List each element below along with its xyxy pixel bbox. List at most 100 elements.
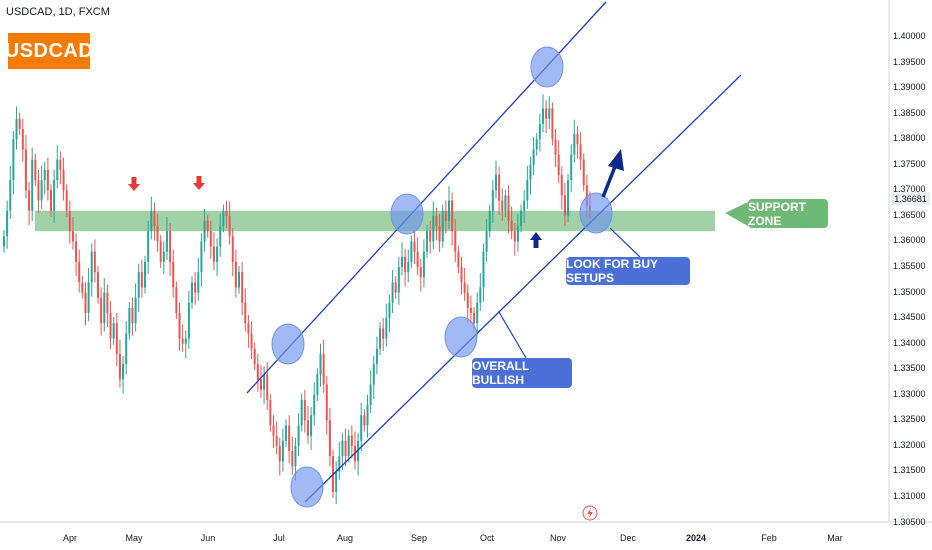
candle-body [93, 251, 96, 273]
candle [137, 263, 140, 312]
candle-body [212, 246, 215, 262]
candle-body [253, 348, 256, 365]
candle-body [234, 261, 237, 288]
candle-body [24, 149, 27, 191]
candle [281, 428, 284, 472]
candle-body [382, 328, 385, 339]
candle-body [491, 190, 494, 211]
candle-body [466, 292, 469, 308]
candle [206, 214, 209, 238]
circle-jul-low [290, 466, 324, 508]
candle-body [222, 210, 225, 227]
candle-body [473, 313, 476, 324]
candle [172, 249, 175, 298]
candle [407, 249, 410, 283]
candle-body [504, 195, 507, 211]
candle-body [40, 180, 43, 201]
candle-body [479, 287, 482, 303]
candle [84, 282, 87, 326]
candle-body [447, 200, 450, 221]
candle-body [429, 231, 432, 242]
candle [225, 200, 228, 229]
candle-body [563, 195, 566, 216]
candle [397, 256, 400, 305]
candle-body [172, 261, 175, 288]
candle [529, 156, 532, 195]
candle [197, 257, 200, 301]
candle [567, 173, 570, 223]
candle [573, 119, 576, 163]
candle [165, 216, 168, 260]
support-zone-pointer [725, 202, 748, 226]
candle-body [84, 292, 87, 313]
candle [460, 256, 463, 295]
candle [582, 153, 585, 192]
blue-up-arrow [530, 232, 542, 248]
price-tick-label: 1.34500 [893, 312, 926, 323]
candle [325, 376, 328, 435]
candle-body [225, 210, 228, 216]
candle-body [476, 302, 479, 324]
candle [435, 207, 438, 241]
price-tick-label: 1.36500 [893, 209, 926, 220]
candle [394, 276, 397, 299]
candle-body [419, 267, 422, 278]
candle-body [404, 256, 407, 273]
candle-body [347, 435, 350, 457]
candle [87, 268, 90, 322]
candle [147, 221, 150, 275]
candle [134, 283, 137, 332]
candle [3, 230, 5, 253]
candle-body [125, 333, 128, 365]
candle [285, 419, 288, 447]
candle-body [394, 282, 397, 293]
time-tick-label: Oct [479, 533, 495, 543]
candle [184, 330, 187, 358]
price-tick-label: 1.35000 [893, 286, 926, 297]
candle [43, 161, 46, 195]
candle [15, 106, 18, 150]
buy-pointer-line [609, 227, 641, 258]
candle-body [206, 221, 209, 232]
candle-body [551, 108, 554, 140]
candle [231, 228, 234, 277]
candle-body [241, 272, 244, 303]
candle-body [34, 159, 37, 181]
candle [413, 231, 416, 264]
candle-body [432, 215, 435, 242]
candle-body [65, 190, 68, 211]
candle-body [269, 399, 272, 426]
price-tick-label: 1.32500 [893, 414, 926, 425]
candle [194, 272, 197, 305]
candle-body [18, 118, 21, 129]
candle-body [319, 353, 322, 375]
candle [241, 261, 244, 316]
candle-body [441, 210, 444, 242]
candle-body [259, 379, 262, 390]
candle [319, 343, 322, 387]
candle-body [410, 241, 413, 262]
candle-body [37, 180, 40, 201]
price-tick-label: 1.30500 [893, 516, 926, 527]
candle-body [300, 399, 303, 426]
candle [363, 409, 366, 432]
candle-body [90, 251, 93, 283]
candle [316, 368, 319, 401]
circle-sep-touch [390, 193, 424, 235]
candle-body [407, 261, 410, 273]
candle-body [115, 323, 118, 354]
candle-body [272, 425, 275, 436]
candle-body [454, 231, 457, 252]
candle-body [335, 471, 338, 492]
buy-setups-label: LOOK FOR BUY SETUPS [566, 257, 690, 285]
candle [513, 223, 516, 256]
candle [250, 321, 253, 359]
candle [306, 406, 309, 444]
candle-body [131, 307, 134, 324]
candle [557, 140, 560, 184]
candle [447, 186, 450, 230]
candle [244, 288, 247, 332]
price-tick-label: 1.38000 [893, 133, 926, 144]
circle-nov-high [530, 46, 564, 88]
